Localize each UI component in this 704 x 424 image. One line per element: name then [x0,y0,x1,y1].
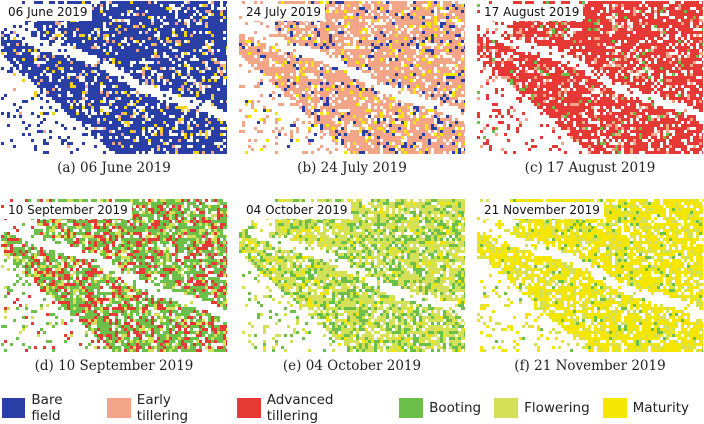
legend-item-flowering: Flowering [494,398,590,418]
legend-label: Booting [429,400,482,416]
legend-swatch [237,398,261,418]
date-label-c: 17 August 2019 [480,4,584,21]
legend-item-early-tillering: Early tillering [107,392,224,424]
legend-label: Maturity [632,400,690,416]
map-svg-d [1,199,227,352]
map-svg-f [477,199,703,352]
crop-map-d: 10 September 2019 [1,199,227,352]
legend-label: Early tillering [136,392,189,424]
caption-b: (b) 24 July 2019 [297,160,407,176]
legend-swatch [399,398,424,418]
map-svg-a [1,1,227,154]
legend-swatch [494,398,519,418]
panel-d: 10 September 2019 (d) 10 September 2019 [1,199,227,374]
legend-label: Bare field [31,392,63,424]
legend-label: Flowering [524,400,590,416]
caption-c: (c) 17 August 2019 [524,160,656,176]
panel-a: 06 June 2019 (a) 06 June 2019 [1,1,227,176]
caption-f: (f) 21 November 2019 [514,358,666,374]
legend-item-maturity: Maturity [602,398,690,418]
legend-item-advanced-tillering: Advanced tillering [237,392,386,424]
legend-label: Advanced tillering [266,392,334,424]
caption-e: (e) 04 October 2019 [282,358,422,374]
legend-swatch [2,398,26,418]
legend: Bare field Early tillering Advanced till… [2,392,702,424]
crop-map-b: 24 July 2019 [239,1,465,154]
map-svg-b [239,1,465,154]
caption-a: (a) 06 June 2019 [57,160,171,176]
date-label-e: 04 October 2019 [242,202,352,219]
panel-c: 17 August 2019 (c) 17 August 2019 [477,1,703,176]
date-label-d: 10 September 2019 [4,202,132,219]
legend-swatch [107,398,131,418]
date-label-b: 24 July 2019 [242,4,326,21]
map-svg-e [239,199,465,352]
panel-b: 24 July 2019 (b) 24 July 2019 [239,1,465,176]
crop-map-c: 17 August 2019 [477,1,703,154]
panel-f: 21 November 2019 (f) 21 November 2019 [477,199,703,374]
caption-d: (d) 10 September 2019 [34,358,194,374]
legend-item-booting: Booting [399,398,481,418]
crop-map-f: 21 November 2019 [477,199,703,352]
map-svg-c [477,1,703,154]
date-label-a: 06 June 2019 [4,4,92,21]
legend-swatch [602,398,627,418]
crop-map-a: 06 June 2019 [1,1,227,154]
date-label-f: 21 November 2019 [480,202,604,219]
legend-item-bare-field: Bare field [2,392,94,424]
crop-map-e: 04 October 2019 [239,199,465,352]
panel-e: 04 October 2019 (e) 04 October 2019 [239,199,465,374]
